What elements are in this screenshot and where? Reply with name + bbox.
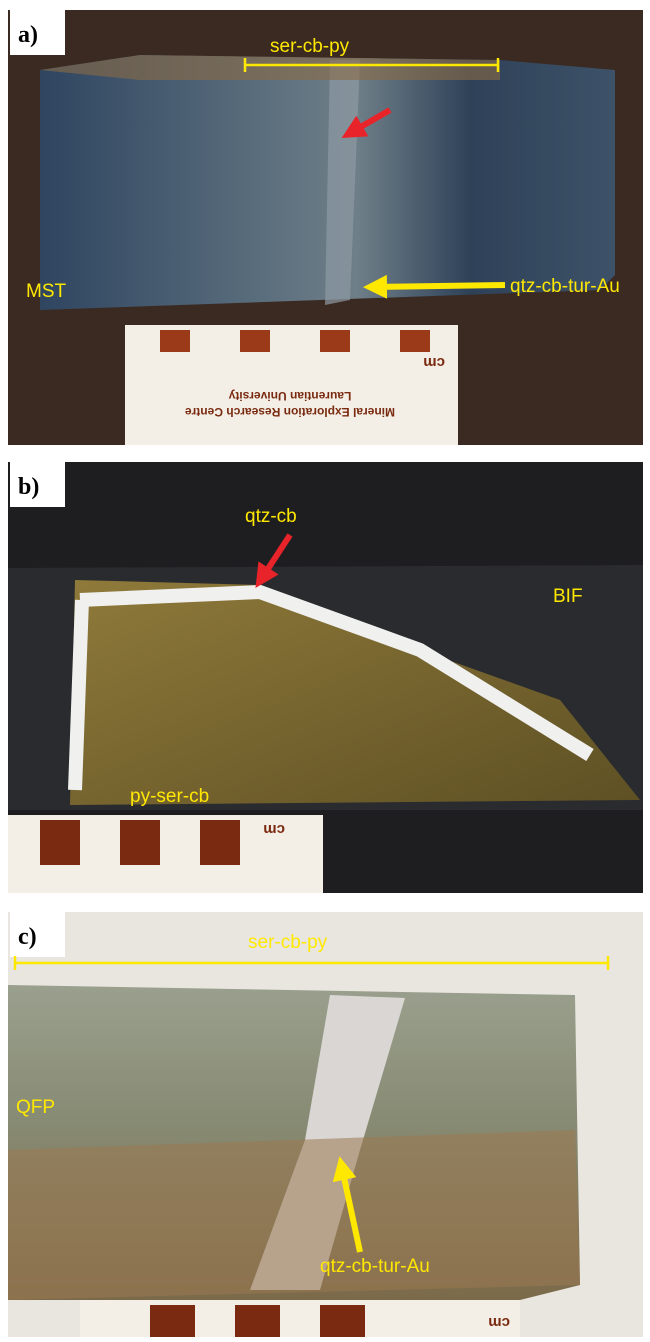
vein	[75, 600, 82, 790]
panel-label: a)	[18, 22, 38, 48]
annotation: py-ser-cb	[130, 786, 209, 807]
panel-a: cm Laurentian University Mineral Explora…	[8, 10, 643, 445]
scale-unit: cm	[263, 821, 285, 838]
scale-unit: cm	[488, 1314, 510, 1331]
annotation: QFP	[16, 1097, 55, 1118]
panel-b: cm b) qtz-cb BIF py-ser-cb	[8, 462, 643, 893]
annotation: ser-cb-py	[270, 36, 350, 57]
panel-c: cm c) ser-cb-py QFP qtz-cb-tur-Au	[8, 912, 643, 1337]
figure: cm Laurentian University Mineral Explora…	[0, 0, 650, 1342]
scale-card	[80, 1300, 520, 1337]
scale-ticks	[150, 1305, 365, 1337]
panel-label: b)	[18, 474, 39, 500]
annotation: qtz-cb-tur-Au	[320, 1256, 430, 1277]
annotation: qtz-cb-tur-Au	[510, 276, 620, 297]
annotation: MST	[26, 281, 67, 302]
annotation: BIF	[553, 586, 583, 607]
scale-unit: cm	[423, 354, 445, 371]
cut-face	[8, 1130, 580, 1300]
scale-caption: Mineral Exploration Research Centre	[185, 405, 395, 419]
scale-ticks	[40, 820, 240, 865]
panel-label: c)	[18, 924, 37, 950]
arrow	[375, 285, 505, 287]
scale-caption: Laurentian University	[228, 389, 351, 403]
annotation: qtz-cb	[245, 506, 297, 527]
annotation: ser-cb-py	[248, 932, 328, 953]
